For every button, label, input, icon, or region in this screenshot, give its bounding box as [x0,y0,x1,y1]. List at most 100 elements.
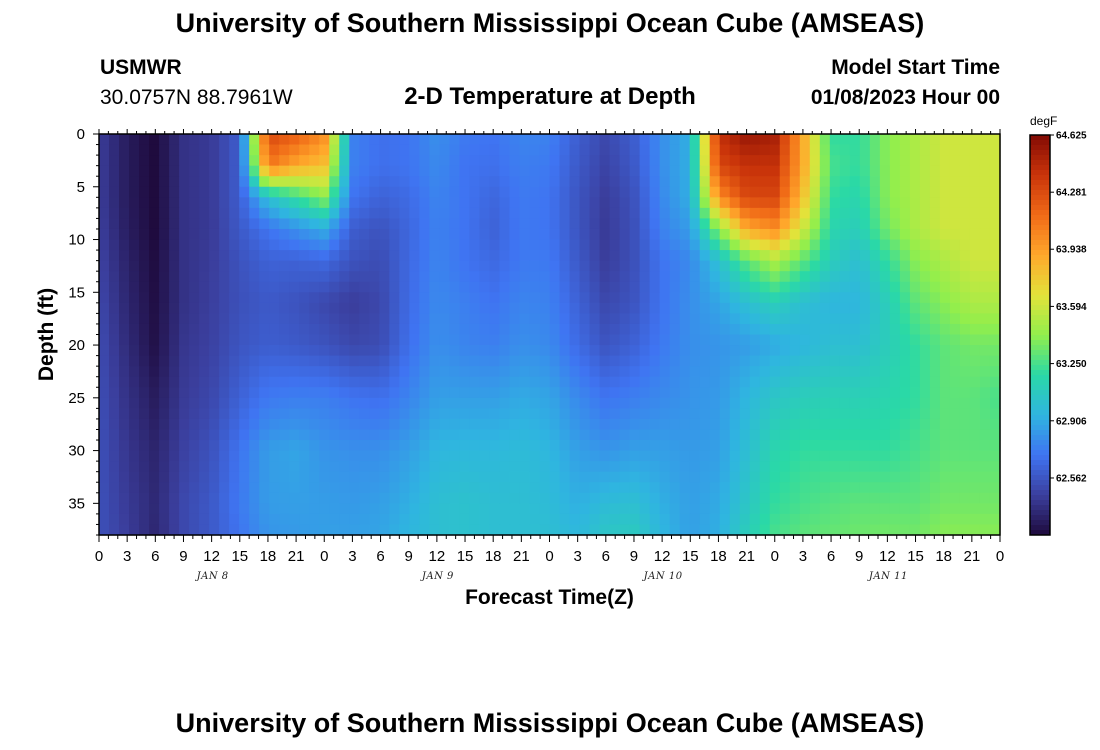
heatmap-cell [539,144,551,156]
y-axis-label: Depth (ft) [35,288,58,381]
heatmap-cell [819,440,831,452]
heatmap-cell [979,387,991,399]
heatmap-cell [509,155,521,167]
heatmap-cell [179,376,190,388]
heatmap-cell [109,165,120,177]
heatmap-cell [259,345,270,357]
heatmap-cell [369,450,380,462]
heatmap-cell [149,186,160,198]
heatmap-cell [749,323,761,336]
heatmap-cell [809,440,821,452]
heatmap-cell [189,334,200,346]
heatmap-cell [369,281,380,293]
heatmap-cell [449,387,460,399]
heatmap-cell [979,218,991,230]
heatmap-cell [639,228,651,241]
heatmap-cell [909,144,921,156]
heatmap-cell [949,397,961,409]
heatmap-cell [699,471,711,483]
heatmap-cell [509,134,521,146]
heatmap-cell [209,218,220,230]
heatmap-cell [959,250,971,262]
heatmap-cell [889,482,901,494]
heatmap-cell [889,450,901,462]
heatmap-cell [599,524,611,536]
heatmap-cell [619,313,631,325]
heatmap-cell [599,387,611,399]
heatmap-cell [829,492,841,504]
heatmap-cell [459,134,471,146]
heatmap-cell [459,250,471,262]
heatmap-cell [169,482,180,494]
heatmap-cell [449,376,460,388]
heatmap-cell [949,355,961,367]
heatmap-cell [319,176,330,188]
heatmap-cell [489,524,501,536]
heatmap-cell [509,397,521,409]
heatmap-cell [559,207,571,220]
heatmap-cell [899,408,911,420]
heatmap-cell [519,165,531,177]
colorbar-swatch [1030,445,1050,451]
heatmap-cell [599,239,611,251]
heatmap-cell [659,376,671,388]
heatmap-cell [329,397,340,409]
heatmap-cell [869,355,881,367]
heatmap-cell [719,302,731,314]
heatmap-cell [219,482,230,494]
heatmap-cell [229,155,240,167]
heatmap-cell [849,144,861,156]
heatmap-cell [369,250,380,262]
heatmap-cell [159,482,170,494]
heatmap-cell [579,334,591,346]
heatmap-cell [269,461,280,473]
heatmap-cell [689,461,701,473]
heatmap-cell [519,239,531,251]
heatmap-cell [979,281,991,293]
heatmap-cell [239,345,250,357]
heatmap-cell [899,418,911,431]
heatmap-cell [559,492,571,504]
heatmap-cell [959,334,971,346]
colorbar-swatch [1030,170,1050,176]
colorbar-swatch [1030,160,1050,166]
heatmap-cell [539,186,551,198]
heatmap-cell [689,355,701,367]
heatmap-cell [739,271,751,283]
heatmap-cell [549,218,561,230]
heatmap-cell [259,482,270,494]
heatmap-cell [939,186,951,198]
heatmap-cell [499,186,511,198]
heatmap-cell [969,207,981,220]
heatmap-cell [619,471,631,483]
heatmap-cell [779,461,791,473]
heatmap-cell [659,292,671,304]
heatmap-cell [869,302,881,314]
heatmap-cell [769,492,781,504]
heatmap-cell [119,134,130,146]
heatmap-cell [359,228,370,241]
heatmap-cell [809,250,821,262]
heatmap-cell [599,302,611,314]
heatmap-cell [229,186,240,198]
heatmap-cell [769,186,781,198]
heatmap-cell [299,144,310,156]
heatmap-cell [729,524,741,536]
heatmap-cell [849,207,861,220]
heatmap-cell [459,271,471,283]
heatmap-cell [309,313,320,325]
heatmap-cell [679,271,691,283]
heatmap-cell [649,186,661,198]
heatmap-cell [269,323,280,336]
heatmap-cell [689,197,701,209]
heatmap-cell [349,387,360,399]
heatmap-cell [909,239,921,251]
heatmap-cell [199,387,210,399]
heatmap-cell [189,207,200,220]
heatmap-cell [989,165,1001,177]
heatmap-cell [959,165,971,177]
heatmap-cell [279,440,290,452]
heatmap-cell [189,197,200,209]
heatmap-cell [519,218,531,230]
heatmap-cell [779,281,791,293]
